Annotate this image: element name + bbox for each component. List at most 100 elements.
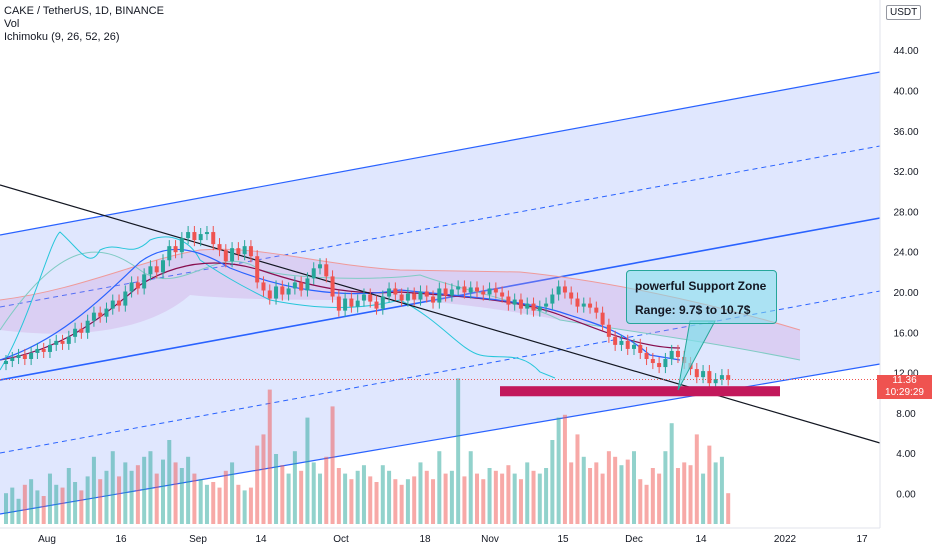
volume-bar [16, 498, 21, 524]
volume-bar [650, 468, 655, 524]
volume-bar [380, 465, 385, 524]
volume-bar [669, 423, 674, 524]
candle-body [10, 357, 15, 362]
symbol-title[interactable]: CAKE / TetherUS, 1D, BINANCE [4, 5, 164, 17]
volume-bar [694, 434, 699, 524]
y-tick-label: 20.00 [893, 288, 918, 299]
candle-body [663, 358, 668, 368]
candle-body [311, 268, 316, 279]
volume-bar [449, 470, 454, 524]
candle-body [305, 278, 310, 291]
candle-body [318, 264, 322, 269]
candle-body [399, 294, 404, 301]
candle-body [512, 299, 517, 305]
volume-bar [663, 451, 668, 524]
candle-body [54, 340, 59, 345]
candle-body [625, 340, 630, 349]
candle-body [66, 336, 71, 344]
volume-bar [91, 456, 96, 524]
candle-body [173, 246, 178, 253]
ichimoku-conversion-line [0, 248, 681, 361]
support-zone-callout[interactable]: powerful Support Zone Range: 9.7$ to 10.… [626, 270, 777, 324]
volume-bar [242, 490, 247, 524]
candle-body [255, 256, 260, 283]
candle-body [374, 301, 379, 309]
candle-body [726, 375, 731, 380]
volume-bar [198, 479, 203, 524]
candle-body [638, 344, 643, 353]
volume-bar [318, 473, 322, 524]
candle-body [594, 307, 599, 313]
volume-bar [167, 440, 172, 524]
descending-trendline [0, 184, 881, 444]
volume-bar [336, 468, 341, 524]
price-axis-bg [880, 0, 932, 550]
volume-bar [726, 493, 731, 524]
candle-body [650, 358, 655, 364]
candle-body [606, 324, 611, 337]
volume-bar [550, 440, 555, 524]
volume-bar [192, 473, 197, 524]
candle-body [475, 287, 479, 292]
volume-bar [60, 487, 65, 524]
candle-body [556, 286, 561, 295]
chart-legend: CAKE / TetherUS, 1D, BINANCE Vol Ichimok… [4, 5, 164, 44]
y-tick-label: 32.00 [893, 167, 918, 178]
volume-bar [368, 476, 373, 524]
volume-bar [575, 434, 580, 524]
currency-selector[interactable]: USDT [886, 5, 922, 20]
volume-bar [29, 479, 34, 524]
candle-body [669, 350, 674, 359]
candle-body [179, 238, 184, 253]
candle-body [600, 312, 605, 325]
candle-body [148, 266, 153, 275]
candle-body [581, 303, 586, 307]
candle-body [537, 306, 542, 311]
candle-body [299, 282, 304, 291]
y-tick-label: 24.00 [893, 248, 918, 259]
candle-body [487, 288, 492, 295]
candle-body [91, 312, 96, 321]
volume-bar [525, 462, 530, 524]
volume-bar [688, 465, 693, 524]
volume-bar [418, 462, 423, 524]
volume-bar [41, 496, 46, 524]
volume-bar [179, 468, 184, 524]
candle-body [73, 328, 78, 337]
candle-body [330, 276, 335, 297]
ichimoku-indicator-label[interactable]: Ichimoku (9, 26, 52, 26) [4, 31, 120, 43]
y-tick-label: 8.00 [896, 409, 916, 420]
volume-bar [468, 451, 473, 524]
candle-body [525, 303, 530, 309]
candle-body [437, 288, 442, 303]
candle-body [694, 369, 699, 378]
candle-body [198, 234, 203, 241]
volume-bar [632, 451, 636, 524]
volume-bar [456, 378, 461, 524]
y-tick-label: 16.00 [893, 328, 918, 339]
candle-body [468, 287, 473, 293]
candle-body [129, 282, 134, 292]
candle-body [85, 320, 90, 333]
volume-bar [374, 482, 379, 524]
candle-body [562, 286, 567, 293]
volume-indicator-label[interactable]: Vol [4, 18, 20, 30]
volume-bar [230, 462, 235, 524]
volume-bar [173, 462, 178, 524]
candle-body [261, 282, 266, 291]
x-tick-label: Dec [625, 534, 643, 545]
bar-countdown-label: 10:29:29 [877, 387, 932, 399]
volume-bar [10, 487, 15, 524]
candle-body [267, 290, 272, 299]
candle-body [223, 250, 228, 262]
candle-body [355, 300, 360, 307]
volume-bar [675, 468, 680, 524]
candle-body [280, 286, 285, 295]
candle-body [368, 294, 373, 302]
volume-bar [98, 479, 103, 524]
volume-bar [588, 468, 593, 524]
volume-bar [217, 487, 222, 524]
candle-body [569, 292, 574, 299]
volume-bar [518, 479, 523, 524]
